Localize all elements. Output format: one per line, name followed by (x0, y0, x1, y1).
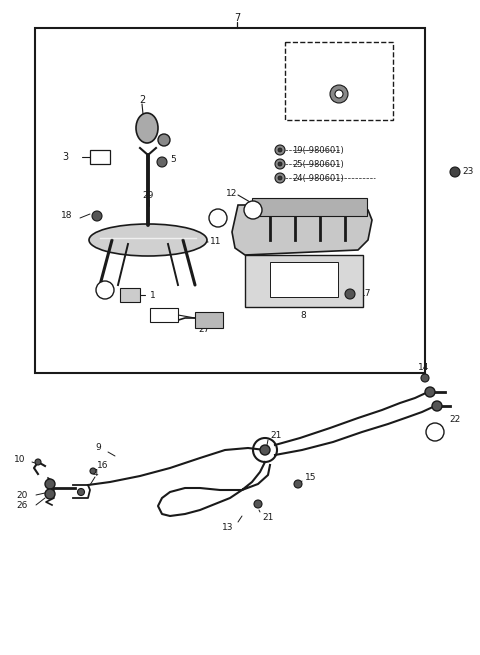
Text: 16: 16 (97, 460, 108, 470)
Text: 19(-980601): 19(-980601) (292, 145, 344, 155)
Circle shape (244, 201, 262, 219)
Text: 24(-980601): 24(-980601) (292, 174, 344, 183)
Text: 21: 21 (270, 430, 281, 440)
Text: A: A (102, 286, 108, 295)
Bar (195, 312, 223, 328)
Text: 14: 14 (418, 364, 430, 373)
Circle shape (209, 209, 227, 227)
Text: 28: 28 (330, 62, 348, 75)
Text: 2: 2 (139, 95, 145, 105)
Text: 7: 7 (234, 13, 240, 23)
Text: 22: 22 (449, 415, 460, 424)
Circle shape (45, 489, 55, 499)
Bar (245, 255, 363, 307)
Bar (120, 288, 140, 302)
Circle shape (275, 159, 285, 169)
Bar (150, 308, 178, 322)
Circle shape (278, 176, 282, 180)
Text: 18: 18 (60, 212, 72, 221)
Text: 5: 5 (170, 155, 176, 164)
Circle shape (421, 374, 429, 382)
Circle shape (450, 167, 460, 177)
Text: 10: 10 (13, 455, 25, 464)
Circle shape (275, 145, 285, 155)
Text: (980601-): (980601-) (318, 50, 360, 58)
Circle shape (254, 500, 262, 508)
Bar (35, 28, 425, 373)
Circle shape (35, 459, 41, 465)
Text: 20: 20 (17, 491, 28, 500)
Circle shape (432, 401, 442, 411)
Circle shape (294, 480, 302, 488)
Text: 3: 3 (62, 152, 68, 162)
Circle shape (425, 387, 435, 397)
Text: 12: 12 (226, 189, 237, 198)
Text: 6: 6 (158, 310, 164, 320)
Ellipse shape (89, 224, 207, 256)
Text: 13: 13 (222, 523, 233, 533)
Text: 9: 9 (95, 443, 101, 453)
Circle shape (345, 289, 355, 299)
Bar (270, 262, 338, 297)
Bar (90, 150, 110, 164)
Circle shape (335, 90, 343, 98)
Text: 1: 1 (150, 291, 156, 299)
Circle shape (278, 148, 282, 152)
Text: 26: 26 (17, 502, 28, 510)
Bar (252, 198, 367, 216)
Circle shape (90, 468, 96, 474)
Text: 4: 4 (93, 470, 98, 479)
Text: 8: 8 (300, 310, 306, 320)
Text: B: B (215, 214, 221, 223)
Text: 29: 29 (142, 191, 154, 200)
Text: A: A (250, 206, 256, 214)
Circle shape (157, 157, 167, 167)
Bar (285, 42, 393, 120)
Polygon shape (232, 205, 372, 255)
Text: 25(-980601): 25(-980601) (292, 160, 344, 168)
Text: 15: 15 (305, 474, 316, 483)
Text: 17: 17 (360, 290, 372, 299)
Circle shape (275, 173, 285, 183)
Circle shape (330, 85, 348, 103)
Circle shape (260, 445, 270, 455)
Circle shape (45, 479, 55, 489)
Circle shape (92, 211, 102, 221)
Ellipse shape (136, 113, 158, 143)
Circle shape (158, 314, 166, 322)
Text: B: B (432, 428, 438, 436)
Circle shape (77, 489, 84, 495)
Text: 21: 21 (262, 514, 274, 523)
Circle shape (96, 281, 114, 299)
Text: 11: 11 (210, 238, 221, 246)
Text: 23: 23 (462, 168, 473, 176)
Circle shape (278, 162, 282, 166)
Text: 27: 27 (198, 326, 209, 335)
Circle shape (158, 134, 170, 146)
Circle shape (426, 423, 444, 441)
